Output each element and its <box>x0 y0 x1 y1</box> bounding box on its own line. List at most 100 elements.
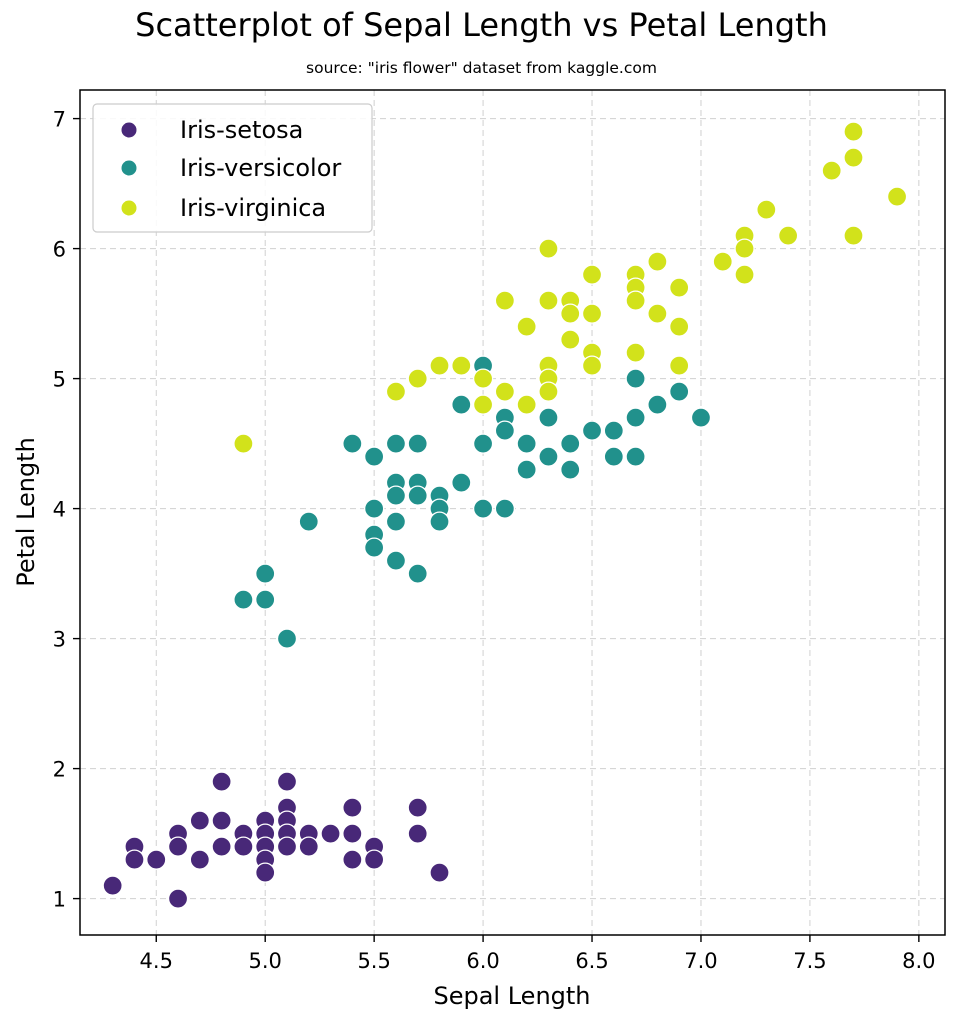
y-tick-label: 2 <box>53 758 66 782</box>
data-point-iris-versicolor <box>538 407 559 428</box>
data-point-iris-versicolor <box>494 420 516 441</box>
data-point-iris-versicolor <box>494 498 516 519</box>
data-point-iris-virginica <box>385 381 407 402</box>
legend-label-iris-versicolor: Iris-versicolor <box>180 154 341 182</box>
data-point-iris-versicolor <box>472 433 494 454</box>
data-point-iris-virginica <box>712 251 733 272</box>
data-point-iris-setosa <box>276 836 298 857</box>
data-point-iris-versicolor <box>276 628 298 649</box>
data-point-iris-versicolor <box>342 433 363 454</box>
data-point-iris-setosa <box>189 810 210 831</box>
data-point-iris-setosa <box>233 836 254 857</box>
y-tick-label: 5 <box>53 368 66 392</box>
data-point-iris-versicolor <box>625 446 646 467</box>
series-iris-versicolor <box>233 355 712 649</box>
data-point-iris-versicolor <box>255 589 276 610</box>
y-tick-label: 6 <box>53 238 66 262</box>
data-point-iris-versicolor <box>255 563 276 584</box>
data-point-iris-setosa <box>167 836 189 857</box>
data-point-iris-versicolor <box>581 420 603 441</box>
data-point-iris-virginica <box>821 160 842 181</box>
data-point-iris-setosa <box>276 771 298 792</box>
data-point-iris-versicolor <box>407 433 428 454</box>
data-point-iris-setosa <box>363 849 385 870</box>
data-point-iris-versicolor <box>669 381 690 402</box>
data-point-iris-versicolor <box>538 446 559 467</box>
data-point-iris-versicolor <box>516 459 537 480</box>
data-point-iris-versicolor <box>516 433 537 454</box>
data-point-iris-versicolor <box>385 433 407 454</box>
plot-frame <box>79 89 946 936</box>
data-point-iris-virginica <box>494 381 516 402</box>
legend-box <box>92 103 373 233</box>
data-point-iris-virginica <box>843 225 864 246</box>
y-tick-label: 7 <box>53 108 66 132</box>
data-point-iris-setosa <box>189 849 210 870</box>
data-point-iris-virginica <box>669 277 690 298</box>
x-tick-label: 7.5 <box>793 949 826 973</box>
x-tick-label: 5.0 <box>248 949 281 973</box>
legend-label-iris-setosa: Iris-setosa <box>180 116 303 144</box>
data-point-iris-versicolor <box>407 563 428 584</box>
data-point-iris-versicolor <box>560 459 581 480</box>
data-point-iris-setosa <box>407 823 428 844</box>
data-point-iris-virginica <box>581 355 603 376</box>
data-point-iris-virginica <box>843 121 864 142</box>
data-point-iris-setosa <box>211 771 232 792</box>
x-tick-label: 6.0 <box>466 949 499 973</box>
data-point-iris-setosa <box>102 875 123 896</box>
data-point-iris-setosa <box>124 849 145 870</box>
ticks-layer: 4.5 5.0 5.5 6.0 6.5 7.0 7.5 8.0 1 2 3 4 5 6 7 <box>53 108 936 973</box>
chart-subtitle: source: "iris flower" dataset from kaggl… <box>306 59 657 77</box>
data-point-iris-setosa <box>320 823 341 844</box>
legend-marker-iris-virginica <box>121 200 137 216</box>
data-point-iris-virginica <box>647 303 668 324</box>
data-point-iris-virginica <box>560 329 581 350</box>
data-point-iris-versicolor <box>363 498 385 519</box>
data-point-iris-setosa <box>342 849 363 870</box>
data-point-iris-virginica <box>734 238 755 259</box>
x-tick-label: 4.5 <box>140 949 173 973</box>
data-point-iris-virginica <box>451 355 472 376</box>
data-point-iris-virginica <box>886 186 908 207</box>
data-point-iris-setosa <box>429 862 450 883</box>
data-point-iris-versicolor <box>233 589 254 610</box>
data-point-iris-virginica <box>581 303 603 324</box>
data-point-iris-virginica <box>669 316 690 337</box>
data-point-iris-virginica <box>233 433 254 454</box>
data-point-iris-setosa <box>342 797 363 818</box>
x-tick-label: 7.0 <box>684 949 717 973</box>
legend-marker-iris-versicolor <box>121 160 137 176</box>
data-point-iris-versicolor <box>625 407 646 428</box>
data-point-iris-versicolor <box>647 394 668 415</box>
x-tick-label: 8.0 <box>902 949 935 973</box>
legend: Iris-setosa Iris-versicolor Iris-virgini… <box>92 103 373 233</box>
data-point-iris-versicolor <box>407 485 428 506</box>
x-axis-label: Sepal Length <box>433 982 590 1010</box>
data-point-iris-virginica <box>581 264 603 285</box>
data-point-iris-virginica <box>843 147 864 168</box>
data-point-iris-setosa <box>211 836 232 857</box>
series-iris-setosa <box>102 771 450 909</box>
data-point-iris-virginica <box>669 355 690 376</box>
data-point-iris-virginica <box>756 199 777 220</box>
data-point-iris-versicolor <box>451 394 472 415</box>
data-point-iris-virginica <box>472 368 494 389</box>
data-point-iris-virginica <box>494 290 516 311</box>
data-point-iris-versicolor <box>451 472 472 493</box>
data-point-iris-virginica <box>625 290 646 311</box>
y-axis-label: Petal Length <box>12 437 40 587</box>
data-point-iris-setosa <box>298 836 319 857</box>
data-point-iris-versicolor <box>385 485 407 506</box>
data-point-iris-virginica <box>538 381 559 402</box>
data-point-iris-virginica <box>560 303 581 324</box>
data-point-iris-virginica <box>429 355 450 376</box>
data-point-iris-virginica <box>777 225 799 246</box>
data-point-iris-versicolor <box>603 420 624 441</box>
data-point-iris-virginica <box>625 342 646 363</box>
data-point-iris-virginica <box>407 368 428 389</box>
legend-label-iris-virginica: Iris-virginica <box>180 194 326 222</box>
data-point-iris-versicolor <box>690 407 712 428</box>
data-point-iris-setosa <box>342 823 363 844</box>
y-tick-label: 3 <box>53 628 66 652</box>
